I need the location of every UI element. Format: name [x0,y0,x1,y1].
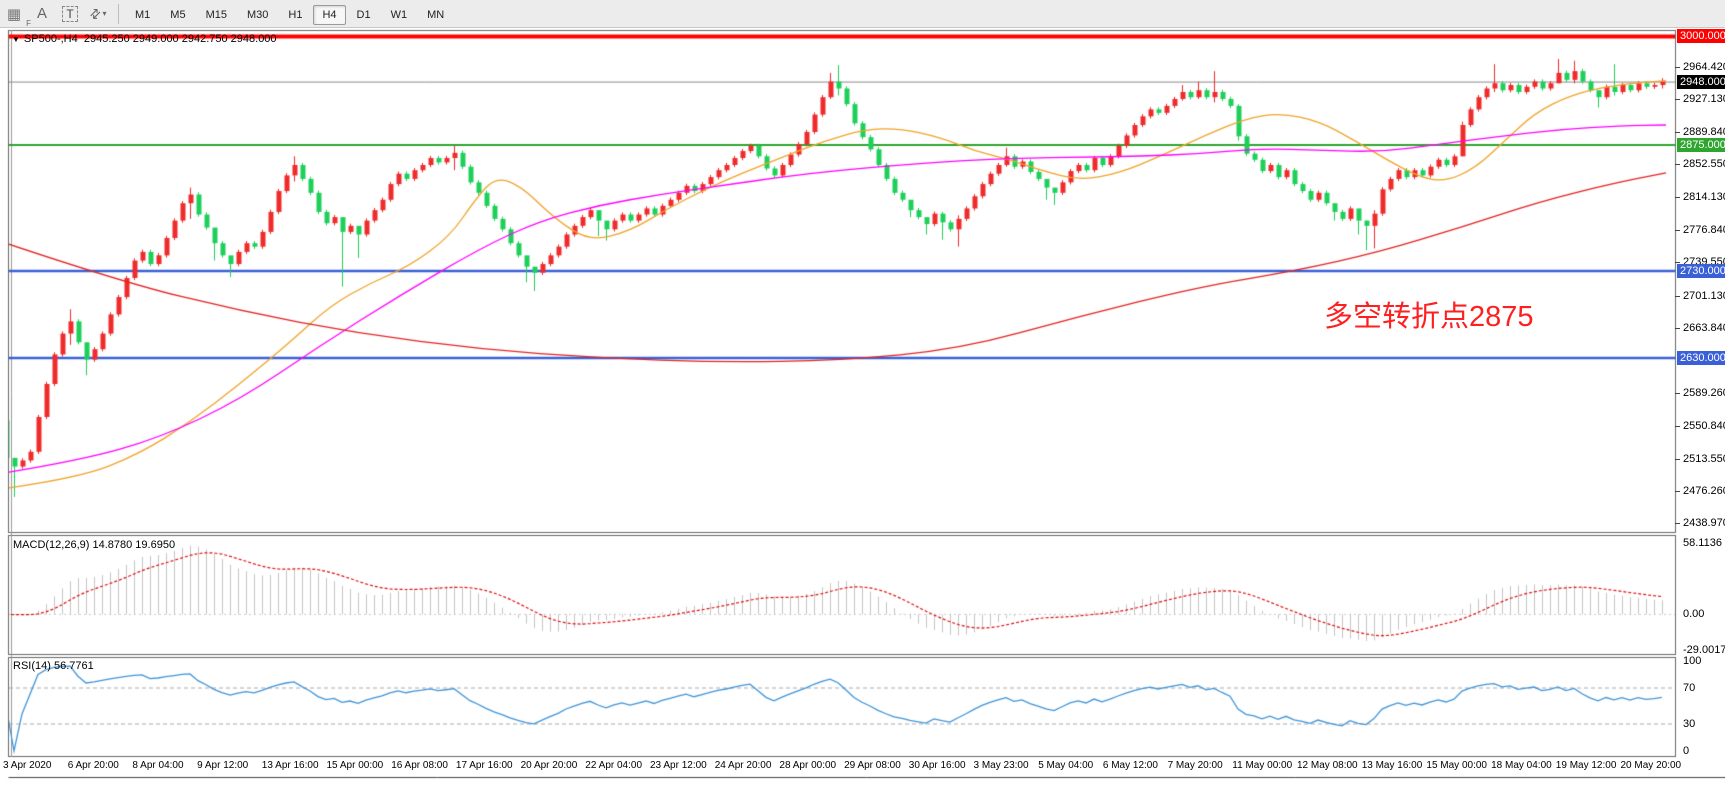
macd-axis-label: 58.1136 [1683,537,1722,549]
date-label: 24 Apr 20:00 [714,760,772,771]
price-badge: 3000.000 [1677,29,1725,44]
date-label: 18 May 04:00 [1491,760,1552,771]
rsi-axis-label: 0 [1683,745,1690,757]
date-label: 13 Apr 16:00 [261,760,319,771]
rsi-axis-label: 100 [1683,655,1702,667]
date-label: 28 Apr 00:00 [779,760,837,771]
chart-title-symbol: SP500-,H4 [23,33,78,45]
price-badge: 2630.000 [1677,350,1725,365]
rsi-value: 56.7761 [53,660,94,672]
price-badge: 2948.000 [1677,74,1725,89]
macd-values: 14.8780 19.6950 [92,539,176,551]
date-label: 6 Apr 20:00 [67,760,119,771]
chevron-down-icon[interactable]: ▼ [12,35,20,44]
price-tick-label: 2776.840 [1683,223,1725,236]
rsi-label: RSI(14) 56.7761 [13,660,94,672]
price-tick-mark [1675,458,1680,460]
price-tick-mark [1675,523,1680,525]
date-label: 11 May 00:00 [1232,760,1293,771]
date-label: 16 Apr 08:00 [391,760,448,771]
date-label: 13 May 16:00 [1361,760,1423,771]
rsi-axis-label: 70 [1683,682,1696,694]
price-tick-mark [1675,392,1680,394]
price-tick-label: 2701.130 [1683,289,1725,302]
price-tick-mark [1675,491,1680,492]
price-tick-label: 2663.840 [1683,321,1725,334]
date-label: 20 May 20:00 [1620,760,1682,771]
rsi-axis-label: 30 [1683,718,1696,730]
price-tick-label: 2889.840 [1683,125,1725,138]
chart-title-ohlc: 2945.250 2949.000 2942.750 2948.000 [83,33,277,45]
price-tick-mark [1675,66,1680,68]
price-badge: 2875.000 [1677,138,1725,152]
price-tick-mark [1675,295,1680,297]
date-label: 8 Apr 04:00 [132,760,184,771]
price-tick-mark [1675,164,1680,165]
date-label: 9 Apr 12:00 [197,760,249,771]
date-label: 20 Apr 20:00 [520,760,578,771]
date-label: 15 Apr 00:00 [326,760,384,771]
price-tick-mark [1675,426,1680,428]
price-tick-mark [1675,262,1680,264]
price-tick-mark [1675,229,1680,231]
price-tick-label: 2852.550 [1683,158,1725,170]
date-label: 23 Apr 12:00 [650,760,707,771]
date-label: 3 Apr 2020 [3,760,52,771]
price-tick-mark [1675,99,1680,101]
price-tick-label: 2589.260 [1683,386,1725,399]
date-label: 15 May 00:00 [1426,760,1487,771]
date-label: 6 May 12:00 [1102,760,1158,771]
price-tick-mark [1675,197,1680,199]
date-label: 29 Apr 08:00 [844,760,901,771]
price-tick-label: 2550.840 [1683,420,1725,433]
price-tick-label: 2438.970 [1683,517,1725,530]
price-tick-mark [1675,131,1680,133]
price-tick-label: 2927.130 [1683,93,1725,106]
price-tick-label: 2476.260 [1683,485,1725,497]
macd-axis-label: 0.00 [1683,608,1705,621]
price-tick-mark [1675,327,1680,329]
macd-axis-label: -29.0017 [1683,644,1725,656]
price-tick-label: 2513.550 [1683,452,1725,465]
date-label: 5 May 04:00 [1038,760,1094,771]
date-label: 7 May 20:00 [1167,760,1223,771]
price-tick-label: 2964.420 [1683,60,1725,73]
date-label: 12 May 08:00 [1297,760,1358,771]
price-tick-label: 2814.130 [1683,191,1725,204]
date-label: 3 May 23:00 [973,760,1029,771]
date-label: 30 Apr 16:00 [908,760,966,771]
macd-label: MACD(12,26,9) 14.8780 19.6950 [13,539,176,551]
date-label: 17 Apr 16:00 [455,760,513,771]
date-label: 22 Apr 04:00 [585,760,643,771]
price-badge: 2730.000 [1677,264,1725,278]
date-label: 19 May 12:00 [1555,760,1617,771]
chart-title: ▼ SP500-,H4 2945.250 2949.000 2942.750 29… [12,33,277,45]
chart-annotation-text: 多空转折点2875 [1324,301,1534,333]
